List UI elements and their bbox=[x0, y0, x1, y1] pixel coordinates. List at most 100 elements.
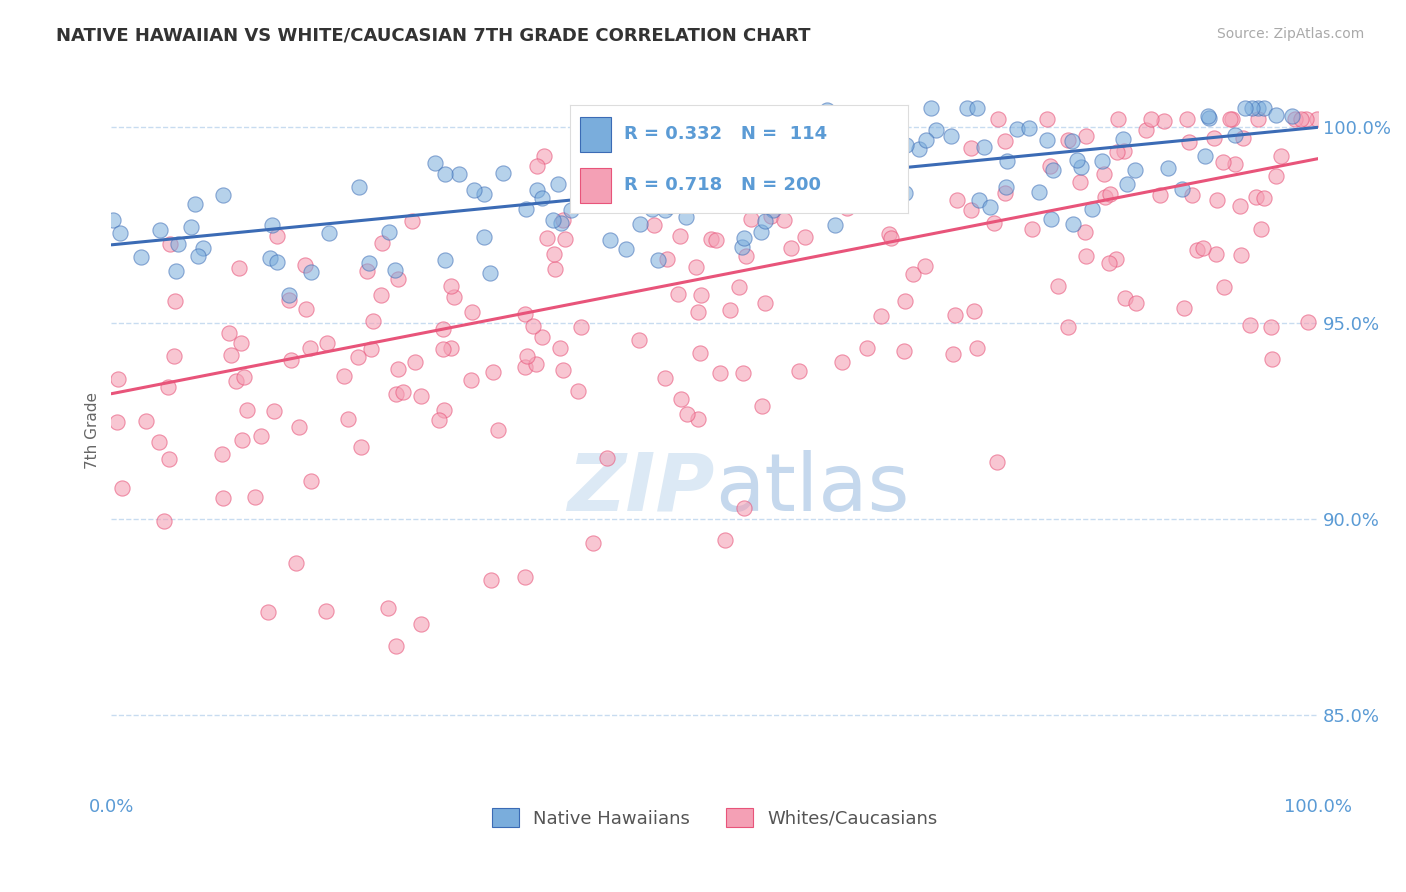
Point bbox=[149, 223, 172, 237]
Point bbox=[378, 225, 401, 239]
Point bbox=[548, 341, 571, 355]
Point bbox=[236, 403, 259, 417]
Point bbox=[599, 233, 621, 247]
Point bbox=[385, 386, 408, 401]
Point bbox=[479, 573, 502, 587]
Point bbox=[1233, 101, 1256, 115]
Point bbox=[689, 287, 711, 301]
Point bbox=[434, 167, 457, 181]
Point bbox=[433, 403, 456, 417]
Point bbox=[551, 213, 574, 227]
Point bbox=[111, 481, 134, 495]
Point bbox=[1123, 162, 1146, 177]
Point bbox=[675, 211, 697, 225]
Point bbox=[710, 153, 733, 167]
Point bbox=[225, 374, 247, 388]
Point bbox=[600, 166, 623, 180]
Text: NATIVE HAWAIIAN VS WHITE/CAUCASIAN 7TH GRADE CORRELATION CHART: NATIVE HAWAIIAN VS WHITE/CAUCASIAN 7TH G… bbox=[56, 27, 811, 45]
Point bbox=[262, 218, 284, 232]
Point bbox=[630, 217, 652, 231]
Point bbox=[299, 341, 322, 355]
Point bbox=[607, 160, 630, 174]
Point bbox=[433, 252, 456, 267]
Point bbox=[219, 348, 242, 362]
Point bbox=[963, 304, 986, 318]
Point bbox=[966, 101, 988, 115]
Point bbox=[152, 514, 174, 528]
Point bbox=[530, 329, 553, 343]
Point bbox=[1125, 295, 1147, 310]
Point bbox=[1306, 112, 1329, 127]
Point bbox=[1018, 120, 1040, 135]
Point bbox=[614, 242, 637, 256]
Point bbox=[669, 392, 692, 407]
Point bbox=[336, 412, 359, 426]
Point bbox=[1021, 222, 1043, 236]
Point bbox=[969, 193, 991, 207]
Point bbox=[526, 183, 548, 197]
Point bbox=[685, 260, 707, 274]
Point bbox=[440, 341, 463, 355]
Point bbox=[404, 355, 426, 369]
Point bbox=[676, 194, 699, 209]
Point bbox=[703, 173, 725, 187]
Point bbox=[824, 218, 846, 232]
Point bbox=[259, 251, 281, 265]
Point bbox=[211, 188, 233, 202]
Point bbox=[278, 293, 301, 308]
Point bbox=[1066, 153, 1088, 167]
Point bbox=[1173, 301, 1195, 315]
Point bbox=[1253, 191, 1275, 205]
Point bbox=[513, 359, 536, 374]
Point bbox=[515, 202, 537, 216]
Point bbox=[647, 253, 669, 268]
Point bbox=[135, 414, 157, 428]
Point bbox=[1284, 112, 1306, 127]
Point bbox=[987, 112, 1010, 127]
Point bbox=[627, 333, 650, 347]
Point bbox=[401, 214, 423, 228]
Legend: Native Hawaiians, Whites/Caucasians: Native Hawaiians, Whites/Caucasians bbox=[485, 801, 945, 835]
Point bbox=[1185, 243, 1208, 257]
Point bbox=[1232, 131, 1254, 145]
Point bbox=[960, 202, 983, 217]
Point bbox=[569, 319, 592, 334]
Point bbox=[346, 350, 368, 364]
Point bbox=[1069, 175, 1091, 189]
Point bbox=[657, 179, 679, 194]
Point bbox=[1076, 249, 1098, 263]
Point bbox=[159, 237, 181, 252]
Point bbox=[731, 239, 754, 253]
Point bbox=[263, 403, 285, 417]
Point bbox=[733, 501, 755, 516]
Point bbox=[893, 293, 915, 308]
Point bbox=[515, 570, 537, 584]
Point bbox=[460, 373, 482, 387]
Point bbox=[1295, 112, 1317, 127]
Point bbox=[1062, 217, 1084, 231]
Point bbox=[924, 123, 946, 137]
Point bbox=[550, 216, 572, 230]
Point bbox=[689, 346, 711, 360]
Point bbox=[371, 235, 394, 250]
Point bbox=[1153, 113, 1175, 128]
Point bbox=[315, 604, 337, 618]
Point bbox=[180, 219, 202, 234]
Point bbox=[1223, 128, 1246, 142]
Point bbox=[266, 229, 288, 244]
Point bbox=[665, 170, 688, 185]
Point bbox=[1114, 291, 1136, 305]
Point bbox=[1039, 211, 1062, 226]
Point bbox=[1213, 280, 1236, 294]
Point bbox=[596, 451, 619, 466]
Point bbox=[1220, 112, 1243, 127]
Point bbox=[907, 142, 929, 156]
Point bbox=[105, 416, 128, 430]
Point bbox=[243, 490, 266, 504]
Point bbox=[831, 355, 853, 369]
Point bbox=[869, 309, 891, 323]
Point bbox=[668, 229, 690, 244]
Point bbox=[855, 341, 877, 355]
Point bbox=[1296, 315, 1319, 329]
Point bbox=[920, 101, 942, 115]
